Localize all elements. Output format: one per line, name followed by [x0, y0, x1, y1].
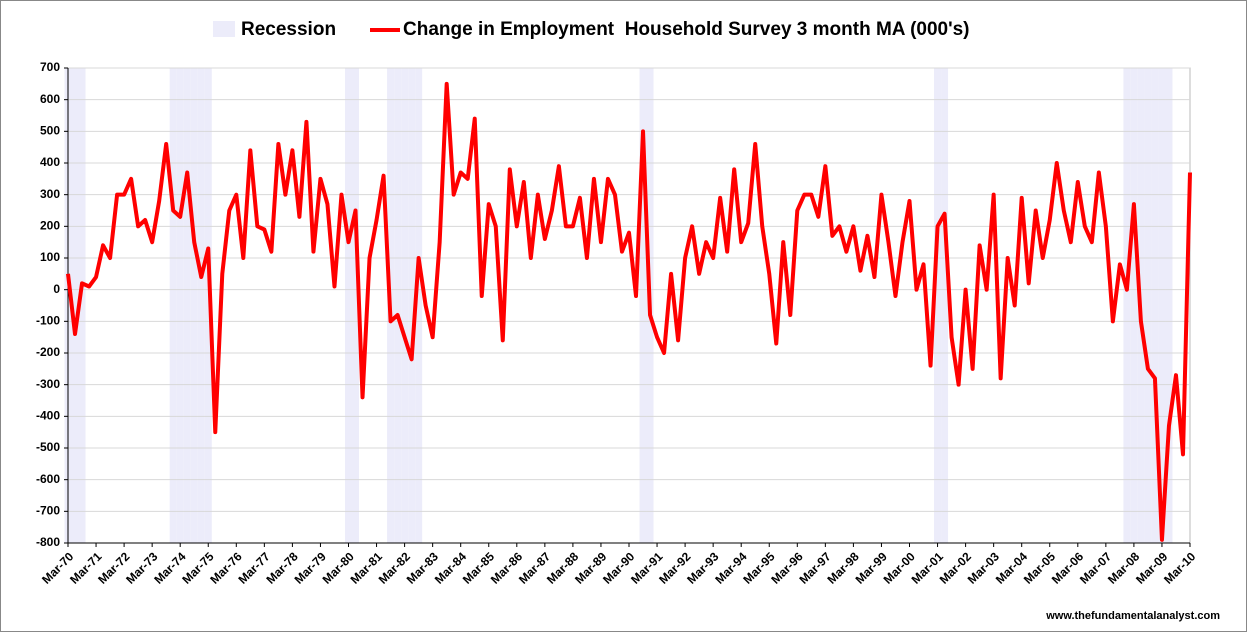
y-tick-label: 300	[40, 187, 60, 201]
y-tick-label: -400	[36, 409, 60, 423]
recession-bar	[401, 68, 409, 543]
recession-bar	[408, 68, 416, 543]
recession-bar	[394, 68, 402, 543]
recession-bar	[934, 68, 942, 543]
recession-bar	[415, 68, 423, 543]
y-tick-label: -300	[36, 377, 60, 391]
recession-bar	[183, 68, 191, 543]
recession-bar	[941, 68, 949, 543]
legend-swatch-recession	[213, 21, 235, 37]
recession-bar	[1123, 68, 1131, 543]
y-tick-label: -700	[36, 504, 60, 518]
y-tick-label: -600	[36, 472, 60, 486]
legend-label: Change in Employment Household Survey 3 …	[403, 19, 970, 40]
recession-bar	[204, 68, 212, 543]
recession-bar	[1158, 68, 1166, 543]
y-tick-label: -500	[36, 440, 60, 454]
source-note: www.thefundamentalanalyst.com	[1045, 610, 1220, 622]
recession-bar	[176, 68, 184, 543]
y-tick-label: 100	[40, 250, 60, 264]
y-tick-label: -100	[36, 314, 60, 328]
y-tick-label: -200	[36, 345, 60, 359]
recession-bar	[78, 68, 86, 543]
recession-bar	[1130, 68, 1138, 543]
recession-bar	[71, 68, 79, 543]
recession-bar	[1165, 68, 1173, 543]
recession-bar	[639, 68, 647, 543]
recession-bar	[1151, 68, 1159, 543]
recession-bar	[169, 68, 177, 543]
y-tick-label: 500	[40, 124, 60, 138]
y-tick-label: 0	[53, 282, 60, 296]
plot-area	[67, 67, 1191, 544]
recession-bar	[1144, 68, 1152, 543]
recession-bar	[197, 68, 205, 543]
y-tick-label: 700	[40, 60, 60, 74]
recession-bar	[344, 68, 353, 543]
y-tick-label: 400	[40, 155, 60, 169]
recession-bar	[190, 68, 198, 543]
legend-label: Recession	[241, 19, 336, 40]
y-tick-label: 200	[40, 219, 60, 233]
recession-bar	[352, 68, 360, 543]
data-line	[66, 81, 1192, 542]
y-tick-label: -800	[36, 535, 60, 549]
y-tick-label: 600	[40, 92, 60, 106]
